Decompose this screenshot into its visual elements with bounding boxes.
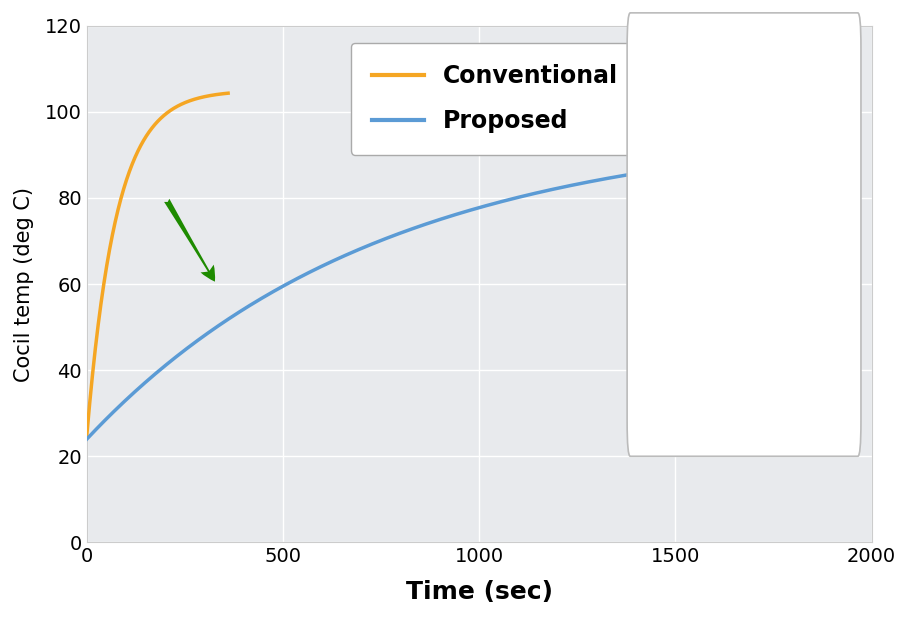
X-axis label: Time (sec): Time (sec) bbox=[406, 580, 552, 604]
Legend: Conventional, Proposed: Conventional, Proposed bbox=[350, 43, 639, 154]
Y-axis label: Cocil temp (deg C): Cocil temp (deg C) bbox=[14, 187, 34, 381]
FancyBboxPatch shape bbox=[627, 13, 861, 456]
